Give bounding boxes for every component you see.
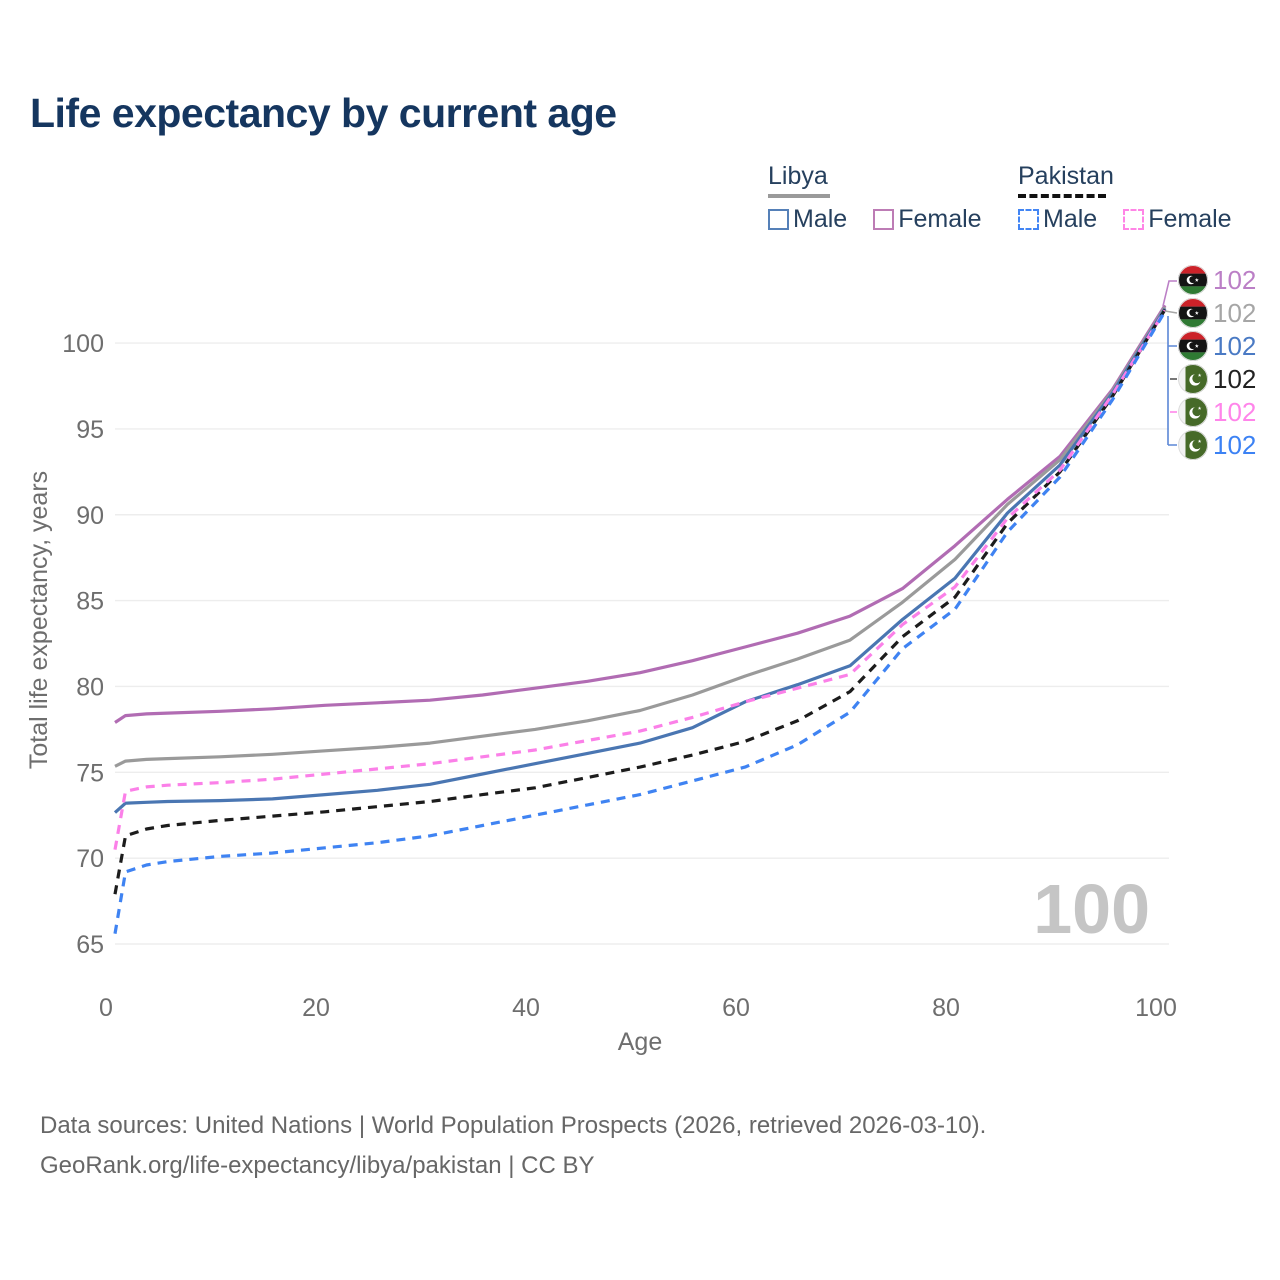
y-tick-70: 70 xyxy=(76,845,104,873)
y-tick-80: 80 xyxy=(76,673,104,701)
legend-item-libya-female[interactable]: Female xyxy=(873,205,982,234)
legend-item-libya-male[interactable]: Male xyxy=(768,205,847,234)
footer-url: GeoRank.org/life-expectancy/libya/pakist… xyxy=(40,1152,595,1179)
end-value: 102 xyxy=(1213,396,1257,427)
y-axis-title: Total life expectancy, years xyxy=(25,471,53,769)
legend-item-pakistan-female[interactable]: Female xyxy=(1123,205,1232,234)
x-tick-40: 40 xyxy=(512,994,540,1022)
x-tick-80: 80 xyxy=(932,994,960,1022)
legend-item-label: Female xyxy=(1148,205,1232,233)
leader-libya-female xyxy=(1162,280,1177,307)
line-pakistan-male[interactable] xyxy=(113,310,1167,934)
x-tick-100: 100 xyxy=(1135,994,1177,1022)
end-label-libya-male: 102 xyxy=(1178,330,1256,362)
y-tick-95: 95 xyxy=(76,416,104,444)
legend-swatch-libya-male[interactable] xyxy=(768,209,789,230)
line-libya-male[interactable] xyxy=(113,307,1167,814)
footer: Data sources: United Nations | World Pop… xyxy=(40,1106,986,1186)
end-value: 102 xyxy=(1213,363,1257,394)
end-label-pakistan-female: 102 xyxy=(1178,396,1256,428)
pakistan-flag-icon xyxy=(1178,430,1208,460)
end-value: 102 xyxy=(1213,264,1257,295)
pakistan-flag-icon xyxy=(1178,397,1208,427)
y-tick-75: 75 xyxy=(76,759,104,787)
legend-country-label: Libya xyxy=(768,162,828,190)
line-pakistan-female[interactable] xyxy=(113,309,1167,850)
legend-swatch-pakistan-male[interactable] xyxy=(1018,209,1039,230)
end-label-pakistan-both-sexes: 102 xyxy=(1178,363,1256,395)
legend-item-label: Female xyxy=(898,205,982,233)
y-tick-85: 85 xyxy=(76,588,104,616)
legend-item-label: Male xyxy=(793,205,848,233)
line-libya-female[interactable] xyxy=(114,304,1167,724)
legend-swatch-pakistan-female[interactable] xyxy=(1123,209,1145,230)
end-value: 102 xyxy=(1213,297,1257,328)
page-title: Life expectancy by current age xyxy=(30,90,617,136)
footer-sources: Data sources: United Nations | World Pop… xyxy=(40,1112,987,1139)
libya-flag-icon xyxy=(1178,331,1208,361)
libya-flag-icon xyxy=(1178,298,1208,328)
line-pakistan-both-sexes[interactable] xyxy=(113,308,1167,895)
y-tick-65: 65 xyxy=(76,931,104,959)
legend-swatch-libya-female[interactable] xyxy=(873,209,895,230)
age-indicator: 100 xyxy=(1033,870,1150,948)
leader-blue-bracket xyxy=(1167,316,1177,446)
x-tick-60: 60 xyxy=(722,994,750,1022)
line-libya-both-sexes[interactable] xyxy=(114,306,1167,768)
end-value: 102 xyxy=(1213,330,1257,361)
y-tick-90: 90 xyxy=(76,502,104,530)
legend-group-libya: Libya Male Female xyxy=(768,162,982,234)
end-label-pakistan-male: 102 xyxy=(1178,429,1256,461)
leader-libya-both xyxy=(1164,310,1178,314)
x-tick-0: 0 xyxy=(99,994,113,1022)
end-value: 102 xyxy=(1213,429,1257,460)
y-tick-100: 100 xyxy=(62,330,104,358)
end-label-libya-female: 102 xyxy=(1178,264,1256,296)
libya-flag-icon xyxy=(1178,265,1208,295)
legend-dashed-line-sample xyxy=(1018,194,1106,198)
legend-solid-line-sample xyxy=(768,194,830,198)
end-label-libya-both-sexes: 102 xyxy=(1178,297,1256,329)
legend-item-pakistan-male[interactable]: Male xyxy=(1018,205,1097,234)
x-tick-20: 20 xyxy=(302,994,330,1022)
legend-country-label: Pakistan xyxy=(1018,162,1114,190)
legend-group-pakistan: Pakistan Male Female xyxy=(1018,162,1232,234)
pakistan-flag-icon xyxy=(1178,364,1208,394)
x-axis-title: Age xyxy=(618,1028,662,1056)
legend-item-label: Male xyxy=(1043,205,1098,233)
